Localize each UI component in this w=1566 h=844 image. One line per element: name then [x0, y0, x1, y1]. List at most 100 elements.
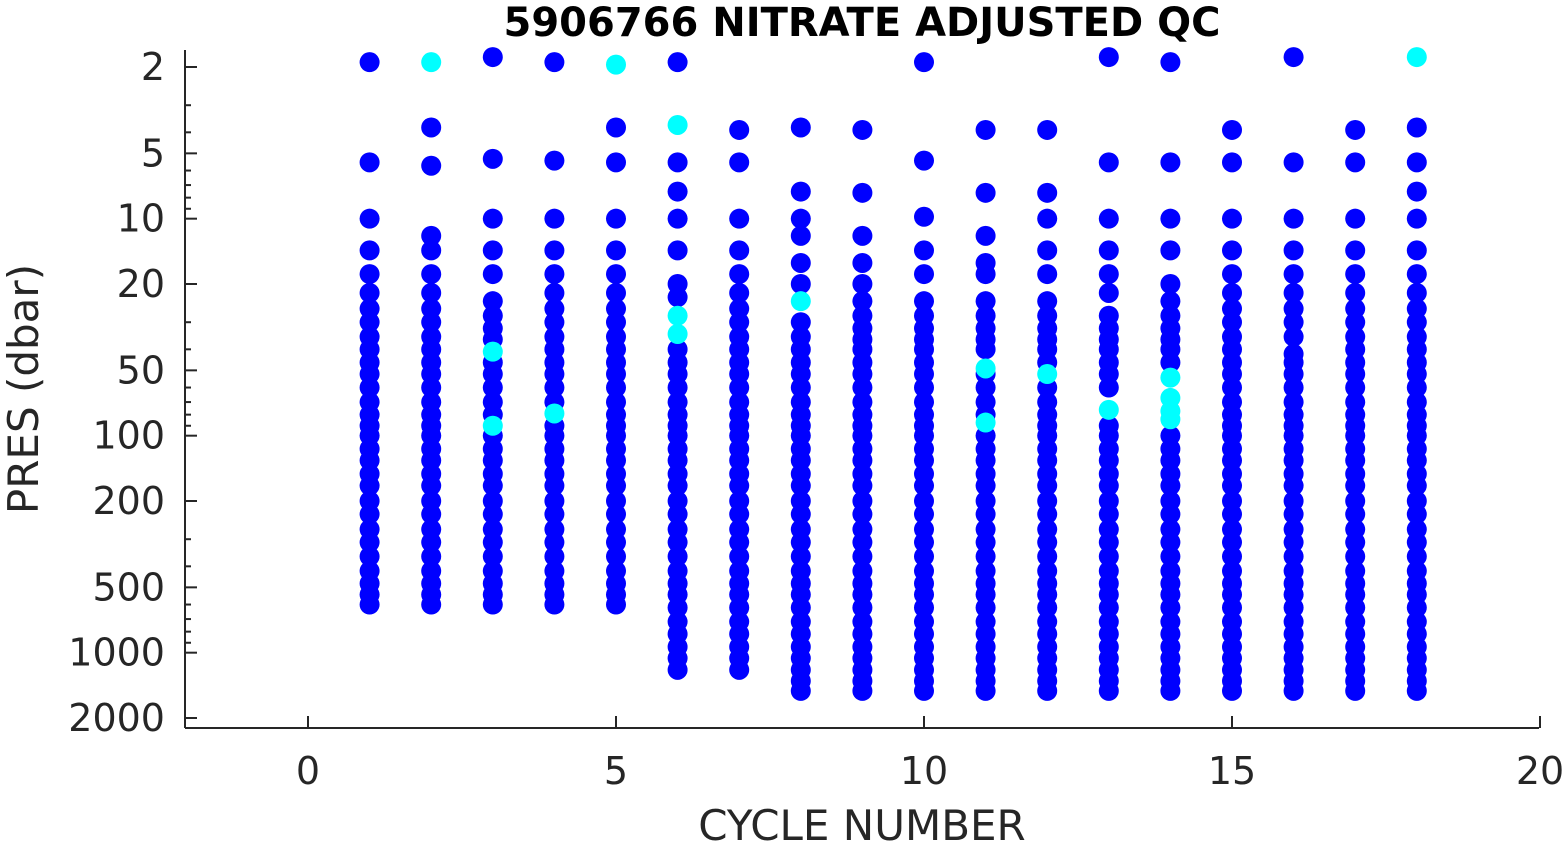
marker-good-cycle-13 — [1098, 532, 1119, 553]
marker-good-cycle-10 — [914, 377, 934, 398]
marker-good-cycle-4 — [544, 594, 565, 615]
marker-good-cycle-18 — [1406, 597, 1427, 618]
marker-good-cycle-2 — [421, 546, 442, 567]
marker-probably-good-cycle-14 — [1160, 409, 1181, 430]
marker-good-cycle-7 — [729, 282, 750, 303]
marker-good-cycle-15 — [1222, 119, 1242, 140]
marker-good-cycle-9 — [852, 546, 873, 567]
marker-good-cycle-9 — [852, 119, 873, 140]
marker-good-cycle-5 — [606, 546, 626, 567]
marker-good-cycle-14 — [1160, 680, 1181, 701]
marker-good-cycle-8 — [790, 252, 811, 273]
marker-probably-good-cycle-11 — [975, 358, 996, 379]
marker-good-cycle-14 — [1160, 52, 1181, 73]
marker-good-cycle-15 — [1222, 282, 1242, 303]
marker-good-cycle-14 — [1160, 597, 1181, 618]
marker-good-cycle-1 — [359, 52, 380, 73]
marker-good-cycle-1 — [359, 532, 380, 553]
marker-good-cycle-5 — [606, 312, 626, 333]
marker-good-cycle-16 — [1283, 312, 1304, 333]
marker-good-cycle-3 — [482, 532, 503, 553]
marker-probably-good-cycle-6 — [667, 305, 688, 326]
marker-good-cycle-4 — [544, 475, 565, 496]
marker-good-cycle-13 — [1098, 377, 1119, 398]
marker-good-cycle-9 — [852, 274, 873, 294]
marker-good-cycle-2 — [421, 155, 442, 176]
marker-good-cycle-11 — [975, 225, 996, 246]
marker-good-cycle-5 — [606, 377, 626, 398]
marker-good-cycle-9 — [852, 182, 873, 203]
marker-good-cycle-9 — [852, 291, 873, 312]
marker-good-cycle-2 — [421, 240, 442, 261]
marker-good-cycle-18 — [1406, 546, 1427, 567]
marker-good-cycle-9 — [852, 597, 873, 618]
marker-good-cycle-17 — [1345, 282, 1366, 303]
marker-good-cycle-17 — [1345, 680, 1366, 701]
marker-good-cycle-5 — [606, 475, 626, 496]
marker-good-cycle-9 — [852, 680, 873, 701]
marker-good-cycle-12 — [1037, 291, 1058, 312]
marker-good-cycle-15 — [1222, 240, 1242, 261]
marker-good-cycle-15 — [1222, 475, 1242, 496]
marker-good-cycle-15 — [1222, 377, 1242, 398]
marker-good-cycle-15 — [1222, 680, 1242, 701]
marker-good-cycle-2 — [421, 264, 442, 285]
marker-good-cycle-13 — [1098, 240, 1119, 261]
marker-good-cycle-12 — [1037, 240, 1058, 261]
marker-good-cycle-10 — [914, 206, 934, 227]
marker-good-cycle-10 — [914, 291, 934, 312]
marker-good-cycle-18 — [1406, 532, 1427, 553]
marker-good-cycle-16 — [1283, 377, 1304, 398]
marker-good-cycle-17 — [1345, 264, 1366, 285]
marker-good-cycle-15 — [1222, 312, 1242, 333]
y-axis-label: PRES (dbar) — [0, 264, 48, 514]
marker-good-cycle-8 — [790, 680, 811, 701]
marker-good-cycle-2 — [421, 282, 442, 303]
marker-good-cycle-6 — [667, 532, 688, 553]
marker-good-cycle-12 — [1037, 264, 1058, 285]
marker-good-cycle-8 — [790, 377, 811, 398]
marker-good-cycle-13 — [1098, 597, 1119, 618]
chart-title: 5906766 NITRATE ADJUSTED QC — [503, 0, 1220, 46]
marker-good-cycle-2 — [421, 594, 442, 615]
y-ticks: 2 5 10 20 50 100 200 500 1000 2000 — [68, 45, 197, 740]
marker-good-cycle-16 — [1283, 504, 1304, 525]
marker-good-cycle-17 — [1345, 532, 1366, 553]
marker-good-cycle-16 — [1283, 597, 1304, 618]
marker-good-cycle-15 — [1222, 504, 1242, 525]
marker-good-cycle-5 — [606, 594, 626, 615]
marker-good-cycle-11 — [975, 119, 996, 140]
marker-good-cycle-5 — [606, 264, 626, 285]
marker-probably-good-cycle-6 — [667, 324, 688, 345]
marker-good-cycle-7 — [729, 532, 750, 553]
marker-good-cycle-17 — [1345, 119, 1366, 140]
marker-good-cycle-1 — [359, 475, 380, 496]
marker-good-cycle-12 — [1037, 597, 1058, 618]
marker-probably-good-cycle-13 — [1098, 399, 1119, 420]
marker-good-cycle-11 — [975, 546, 996, 567]
marker-good-cycle-7 — [729, 546, 750, 567]
y-tick-label: 10 — [117, 197, 165, 241]
marker-good-cycle-7 — [729, 240, 750, 261]
marker-good-cycle-7 — [729, 208, 750, 229]
marker-good-cycle-6 — [667, 240, 688, 261]
marker-good-cycle-16 — [1283, 240, 1304, 261]
marker-good-cycle-10 — [914, 150, 934, 171]
marker-good-cycle-1 — [359, 312, 380, 333]
marker-good-cycle-14 — [1160, 152, 1181, 173]
marker-good-cycle-10 — [914, 240, 934, 261]
marker-good-cycle-9 — [852, 225, 873, 246]
marker-good-cycle-16 — [1283, 47, 1304, 68]
marker-good-cycle-15 — [1222, 264, 1242, 285]
marker-good-cycle-3 — [482, 475, 503, 496]
marker-good-cycle-12 — [1037, 504, 1058, 525]
marker-good-cycle-13 — [1098, 152, 1119, 173]
marker-good-cycle-7 — [729, 377, 750, 398]
marker-good-cycle-6 — [667, 659, 688, 680]
marker-good-cycle-16 — [1283, 532, 1304, 553]
marker-good-cycle-18 — [1406, 282, 1427, 303]
marker-probably-good-cycle-11 — [975, 412, 996, 433]
marker-probably-good-cycle-4 — [544, 403, 565, 424]
marker-good-cycle-13 — [1098, 546, 1119, 567]
marker-good-cycle-7 — [729, 659, 750, 680]
